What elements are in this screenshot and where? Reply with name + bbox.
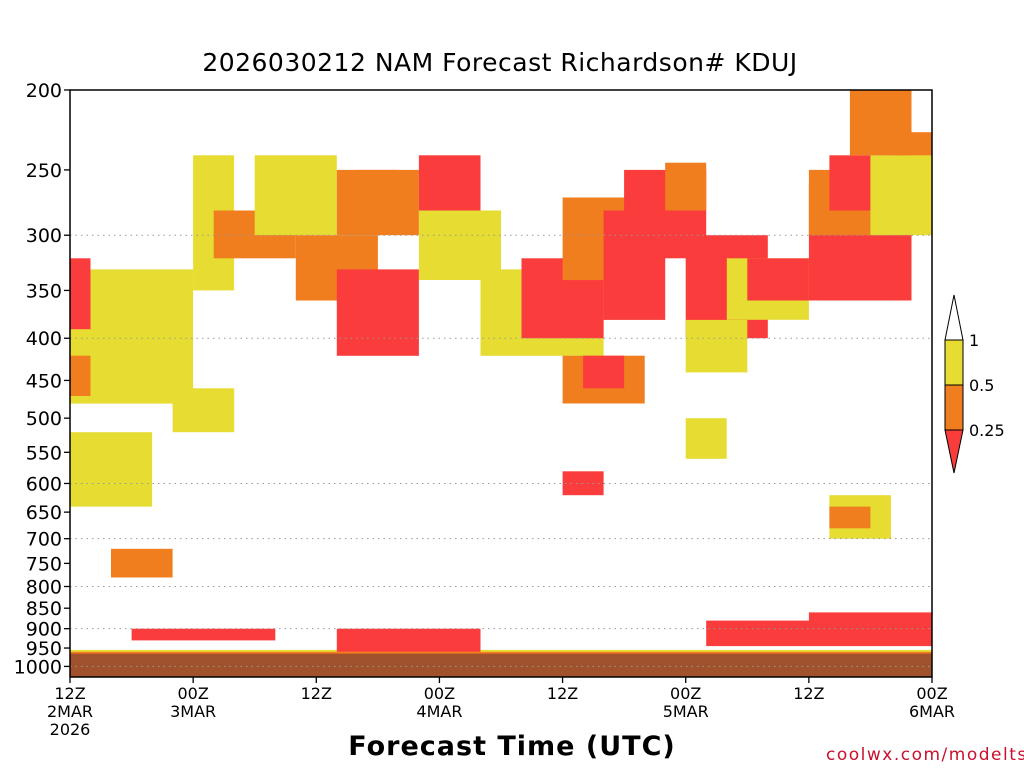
y-tick-label: 800 [26,576,62,598]
y-tick-label: 750 [26,553,62,575]
x-tick-label: 3MAR [170,702,216,721]
y-tick-label: 400 [26,328,62,350]
ri-region-red [131,628,276,641]
x-tick-label: 00Z [424,684,455,703]
y-tick-label: 200 [26,80,62,102]
ri-region-orange [111,548,173,578]
x-tick-label: 12Z [547,684,578,703]
ri-region-red [418,155,481,211]
colorbar-label: 0.5 [969,376,994,395]
ri-region-yellow [870,155,932,236]
ri-region-yellow [70,432,153,507]
x-tick-label: 4MAR [416,702,462,721]
y-tick-label: 650 [26,502,62,524]
ri-region-red [336,628,481,652]
y-tick-label: 600 [26,473,62,495]
ri-region-orange [70,355,91,396]
x-tick-label: 00Z [916,684,947,703]
x-tick-label: 12Z [793,684,824,703]
ri-region-yellow [254,155,337,236]
colorbar-above-triangle [944,294,964,341]
y-tick-label: 300 [26,225,62,247]
ri-region-orange [336,169,419,236]
ri-region-yellow [418,210,501,280]
ri-region-red [70,258,91,330]
ri-region-yellow [685,418,727,459]
y-tick-label: 550 [26,442,62,464]
y-tick-label: 350 [26,280,62,302]
chart-title: 2026030212 NAM Forecast Richardson# KDUJ [202,48,798,77]
ri-region-red [583,355,625,389]
y-tick-label: 1000 [14,656,62,678]
y-tick-label: 700 [26,529,62,551]
ri-region-yellow [70,269,194,404]
colorbar-below-triangle [944,429,964,474]
x-tick-label: 5MAR [663,702,709,721]
ri-region-red [336,269,419,356]
heatmap-cells [70,90,932,661]
x-tick-label: 12Z [301,684,332,703]
x-axis-label: Forecast Time (UTC) [348,731,676,762]
colorbar-bin-orange [944,384,964,431]
ri-region-orange [665,162,707,211]
x-tick-label: 00Z [670,684,701,703]
ri-region-red [562,471,604,496]
x-tick-label: 12Z [54,684,85,703]
ri-region-red [808,612,932,629]
ri-region-orange [829,506,871,529]
colorbar-bin-yellow [944,339,964,386]
below-ground-band [70,653,932,677]
y-tick-label: 850 [26,598,62,620]
ri-region-yellow [685,319,748,373]
x-tick-label: 2MAR [47,702,93,721]
y-tick-label: 900 [26,619,62,641]
y-tick-label: 500 [26,408,62,430]
x-tick-label: 00Z [177,684,208,703]
plot-frame [69,89,933,678]
y-tick-label: 450 [26,370,62,392]
ri-region-orange [849,90,912,156]
y-tick-label: 950 [26,638,62,660]
source-credit[interactable]: coolwx.com/modelts [826,745,1024,765]
x-tick-label: 2026 [50,720,91,739]
colorbar-label: 1 [969,331,979,350]
y-tick-label: 250 [26,160,62,182]
x-tick-label: 6MAR [909,702,955,721]
ri-region-red [747,258,809,301]
colorbar-label: 0.25 [969,421,1005,440]
ri-region-yellow [172,388,235,433]
